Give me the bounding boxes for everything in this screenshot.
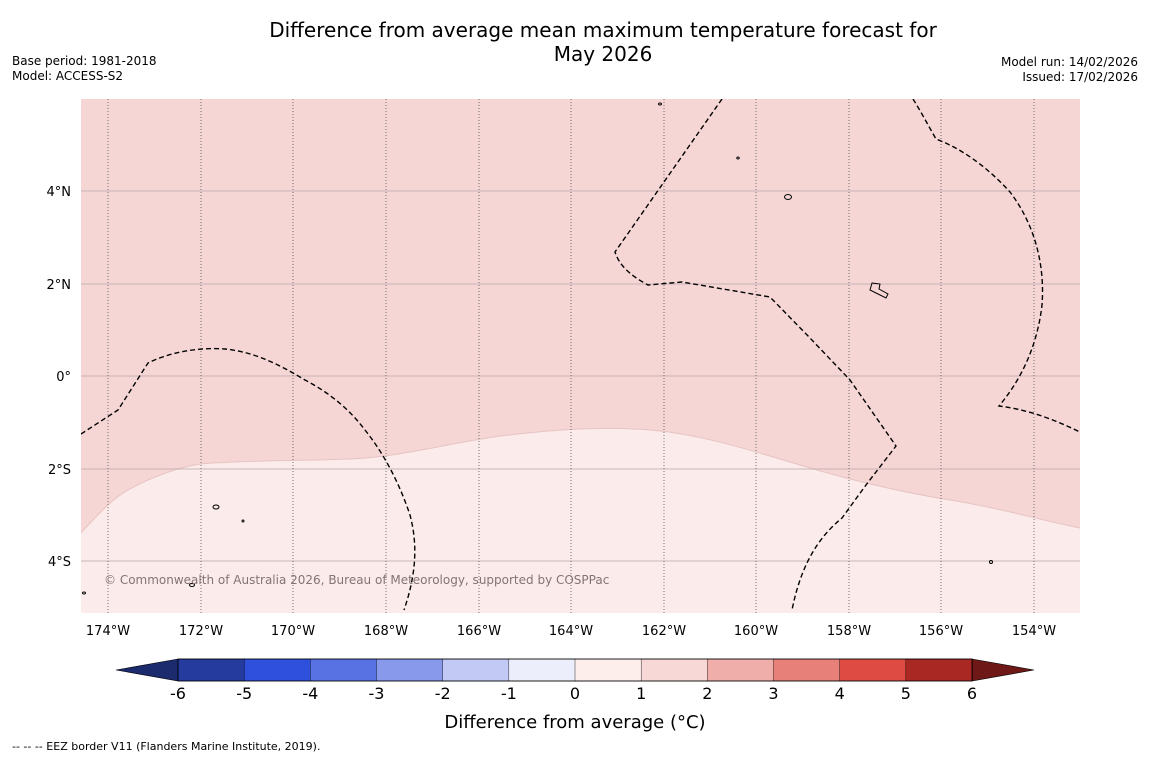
title-line-2: May 2026 (553, 42, 653, 66)
eez-border-east (912, 99, 1080, 433)
colorbar-under-arrow (115, 658, 179, 682)
colorbar-outline (177, 658, 973, 682)
base-period: Base period: 1981-2018 (12, 54, 157, 68)
lon-tick: 160°W (734, 624, 778, 639)
island (82, 591, 86, 595)
lon-tick: 170°W (271, 624, 315, 639)
island (189, 583, 195, 587)
copyright-note: © Commonwealth of Australia 2026, Bureau… (104, 573, 609, 587)
lon-tick-labels: 174°W 172°W 170°W 168°W 166°W 164°W 162°… (86, 624, 1056, 639)
colorbar-segment (773, 658, 841, 682)
colorbar-tick-label: -2 (435, 684, 451, 703)
meta-left: Base period: 1981-2018 Model: ACCESS-S2 (12, 54, 157, 84)
island (784, 194, 792, 200)
lon-tick: 168°W (364, 624, 408, 639)
colorbar-tick-label: 1 (636, 684, 646, 703)
colorbar-segment (243, 658, 312, 682)
island (736, 156, 740, 160)
lat-tick-labels: 4°N 2°N 0° 2°S 4°S (47, 185, 72, 570)
island-kiritimati (869, 282, 889, 299)
lon-tick: 166°W (457, 624, 501, 639)
title-line-1: Difference from average mean maximum tem… (269, 18, 937, 42)
lat-tick: 4°N (47, 185, 72, 200)
lat-tick: 0° (56, 370, 71, 385)
lon-tick: 156°W (919, 624, 963, 639)
colorbar-segment (508, 658, 576, 682)
colorbar: -6 -5 -4 -3 -2 -1 0 1 2 3 4 5 6 Difference from aver… (115, 658, 1035, 733)
colorbar-over-arrow (971, 658, 1035, 682)
lon-tick: 162°W (642, 624, 686, 639)
island (989, 560, 993, 564)
lat-gridlines (81, 190, 1080, 562)
colorbar-tick-label: 0 (570, 684, 580, 703)
colorbar-tick-label: 2 (702, 684, 712, 703)
island (212, 504, 220, 510)
lon-tick: 154°W (1012, 624, 1056, 639)
colorbar-segment (574, 658, 642, 682)
colorbar-segment (640, 658, 709, 682)
anomaly-region-0-1 (81, 428, 1080, 613)
eez-borders (81, 99, 1080, 611)
colorbar-tick-label: 4 (835, 684, 845, 703)
colorbar-segment (310, 658, 378, 682)
lon-tick: 158°W (827, 624, 871, 639)
colorbar-segment (839, 658, 907, 682)
eez-border-line-islands (614, 99, 897, 611)
colorbar-label: Difference from average (°C) (444, 712, 705, 733)
model-run: Model run: 14/02/2026 (1000, 55, 1138, 69)
island (241, 519, 245, 523)
colorbar-segment (707, 658, 775, 682)
lon-tick: 174°W (86, 624, 130, 639)
colorbar-tick-label: 3 (768, 684, 778, 703)
islands (82, 102, 993, 595)
lat-tick: 2°S (48, 463, 71, 478)
colorbar-tick-label: -6 (170, 684, 186, 703)
eez-border-kiribati-phoenix (81, 347, 416, 611)
lon-tick: 172°W (179, 624, 223, 639)
colorbar-tick-label: -5 (236, 684, 252, 703)
meta-right: Model run: 14/02/2026 Issued: 17/02/2026 (1001, 55, 1138, 85)
colorbar-tick-label: -4 (302, 684, 318, 703)
eez-legend-note: -- -- -- EEZ border V11 (Flanders Marine… (12, 740, 321, 753)
issued-date: Issued: 17/02/2026 (1022, 70, 1138, 84)
colorbar-segment (177, 658, 245, 682)
lat-tick: 2°N (47, 278, 72, 293)
colorbar-tick-label: 6 (967, 684, 977, 703)
island (658, 102, 662, 106)
lon-tick: 164°W (549, 624, 593, 639)
lat-tick: 4°S (48, 555, 71, 570)
colorbar-segment (376, 658, 444, 682)
colorbar-segment (442, 658, 510, 682)
model-name: Model: ACCESS-S2 (12, 69, 124, 83)
colorbar-tick-label: 5 (901, 684, 911, 703)
colorbar-tick-label: -3 (369, 684, 385, 703)
map-title: Difference from average mean maximum tem… (0, 18, 1150, 66)
colorbar-segment (905, 658, 973, 682)
colorbar-tick-label: -1 (501, 684, 517, 703)
